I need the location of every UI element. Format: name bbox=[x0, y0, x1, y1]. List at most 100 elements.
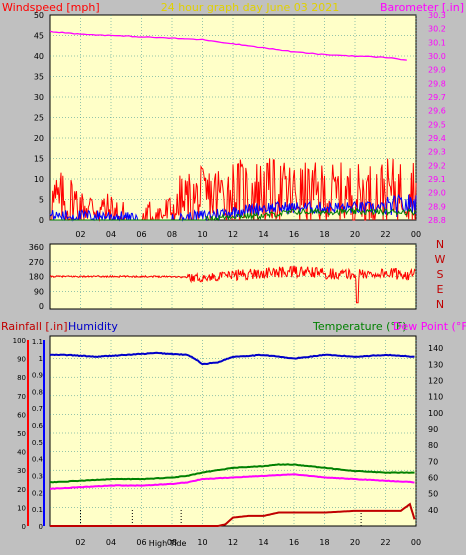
baro-ytick-label: 29.8 bbox=[428, 79, 446, 88]
rain-ytick-label: 0.1 bbox=[32, 506, 43, 514]
wind-xtick-label: 20 bbox=[350, 230, 360, 239]
wind-ytick-label: 15 bbox=[34, 155, 44, 164]
wind-xtick-label: 22 bbox=[380, 230, 390, 239]
graph-date-title: 24 hour graph day June 03 2021 bbox=[161, 1, 340, 14]
baro-ytick-label: 30.0 bbox=[428, 52, 446, 61]
baro-ytick-label: 29.2 bbox=[428, 161, 446, 170]
wind-ytick-label: 25 bbox=[34, 114, 44, 123]
temp-xtick-label: 20 bbox=[350, 538, 360, 547]
temp-xtick-label: 06 bbox=[136, 538, 146, 547]
temp-ytick-label: 40 bbox=[428, 506, 438, 515]
temp-ytick-label: 140 bbox=[428, 344, 443, 353]
baro-ytick-label: 29.5 bbox=[428, 120, 446, 129]
temp-xtick-label: 16 bbox=[289, 538, 299, 547]
wind-ytick-label: 0 bbox=[39, 216, 44, 225]
compass-label: N bbox=[436, 298, 444, 311]
wind-average-line bbox=[50, 206, 417, 222]
humidity-ytick-label: 30 bbox=[17, 467, 26, 475]
baro-ytick-label: 30.2 bbox=[428, 25, 446, 34]
wind-ytick-label: 20 bbox=[34, 134, 44, 143]
temp-ytick-label: 110 bbox=[428, 393, 443, 402]
baro-ytick-label: 29.6 bbox=[428, 107, 446, 116]
humidity-ytick-label: 20 bbox=[17, 486, 26, 494]
wind-xtick-label: 16 bbox=[289, 230, 299, 239]
high-marker-label: High bbox=[149, 539, 167, 548]
dir-ytick-label: 360 bbox=[29, 243, 44, 252]
baro-ytick-label: 28.9 bbox=[428, 202, 446, 211]
rain-ytick-label: 0.3 bbox=[32, 473, 43, 481]
windspeed-line bbox=[49, 158, 417, 222]
wind-xtick-label: 14 bbox=[258, 230, 268, 239]
humidity-ytick-label: 40 bbox=[17, 449, 26, 457]
rain-ytick-label: 0.2 bbox=[32, 489, 43, 497]
wind-ytick-label: 30 bbox=[34, 93, 44, 102]
wind-ytick-label: 35 bbox=[34, 73, 44, 82]
temp-xtick-label: 04 bbox=[106, 538, 116, 547]
temperature-line bbox=[50, 463, 415, 484]
temp-ytick-label: 50 bbox=[428, 490, 438, 499]
rain-ytick-label: 1.1 bbox=[32, 338, 43, 346]
wind-direction-line bbox=[49, 265, 416, 304]
compass-label: S bbox=[437, 268, 444, 281]
rainfall-line bbox=[50, 502, 416, 527]
temperature-title: Temperature (°F) bbox=[312, 320, 407, 333]
baro-ytick-label: 28.8 bbox=[428, 216, 446, 225]
temp-xtick-label: 12 bbox=[228, 538, 238, 547]
rain-ytick-label: 0.5 bbox=[32, 439, 43, 447]
temp-xtick-label: 10 bbox=[197, 538, 207, 547]
dewpoint-line bbox=[50, 473, 415, 490]
wind-xtick-label: 04 bbox=[106, 230, 116, 239]
compass-label: N bbox=[436, 238, 444, 251]
temp-ytick-label: 70 bbox=[428, 457, 438, 466]
temp-xtick-label: 18 bbox=[319, 538, 329, 547]
humidity-ytick-label: 50 bbox=[17, 430, 26, 438]
humidity-ytick-label: 60 bbox=[17, 411, 26, 419]
temp-ytick-label: 60 bbox=[428, 473, 438, 482]
rain-ytick-label: 0.8 bbox=[32, 388, 43, 396]
baro-ytick-label: 29.7 bbox=[428, 93, 446, 102]
dir-ytick-label: 270 bbox=[29, 258, 44, 267]
rain-ytick-label: 0 bbox=[39, 523, 43, 531]
temp-ytick-label: 120 bbox=[428, 376, 443, 385]
dir-ytick-label: 180 bbox=[29, 273, 44, 282]
temp-xtick-label: 02 bbox=[75, 538, 85, 547]
temp-xtick-label: 14 bbox=[258, 538, 268, 547]
baro-ytick-label: 29.0 bbox=[428, 189, 446, 198]
temp-ytick-label: 90 bbox=[428, 425, 438, 434]
humidity-ytick-label: 80 bbox=[17, 374, 26, 382]
wind-xtick-label: 08 bbox=[167, 230, 177, 239]
wind-xtick-label: 18 bbox=[319, 230, 329, 239]
humidity-ytick-label: 10 bbox=[17, 504, 26, 512]
temp-xtick-label: 00 bbox=[411, 538, 421, 547]
wind-xtick-label: 10 bbox=[197, 230, 207, 239]
wind-ytick-label: 10 bbox=[34, 175, 44, 184]
humidity-ytick-label: 70 bbox=[17, 393, 26, 401]
wind-xtick-label: 00 bbox=[411, 230, 421, 239]
barometer-line bbox=[49, 30, 407, 61]
rain-ytick-label: 0.7 bbox=[32, 405, 43, 413]
humidity-ytick-label: 100 bbox=[13, 337, 26, 345]
gust-line bbox=[49, 193, 417, 222]
wind-xtick-label: 02 bbox=[75, 230, 85, 239]
rain-ytick-label: 0.6 bbox=[32, 422, 44, 430]
wind-xtick-label: 12 bbox=[228, 230, 238, 239]
humidity-title: Humidity bbox=[68, 320, 118, 333]
barometer-title: Barometer [.in] bbox=[380, 1, 464, 14]
humidity-ytick-label: 90 bbox=[17, 356, 26, 364]
temp-ytick-label: 130 bbox=[428, 360, 443, 369]
temp-xtick-label: 22 bbox=[380, 538, 390, 547]
dir-ytick-label: 90 bbox=[34, 287, 44, 296]
baro-ytick-label: 29.4 bbox=[428, 134, 446, 143]
dir-ytick-label: 0 bbox=[39, 302, 44, 311]
temp-ytick-label: 100 bbox=[428, 409, 443, 418]
baro-ytick-label: 29.9 bbox=[428, 66, 446, 75]
wind-ytick-label: 40 bbox=[34, 52, 44, 61]
rain-ytick-label: 1 bbox=[39, 355, 43, 363]
temp-xtick-label: 08 bbox=[167, 538, 177, 547]
wind-ytick-label: 50 bbox=[34, 11, 44, 20]
rainfall-title: Rainfall [.in] bbox=[1, 320, 68, 333]
wind-xtick-label: 06 bbox=[136, 230, 146, 239]
baro-ytick-label: 29.1 bbox=[428, 175, 446, 184]
